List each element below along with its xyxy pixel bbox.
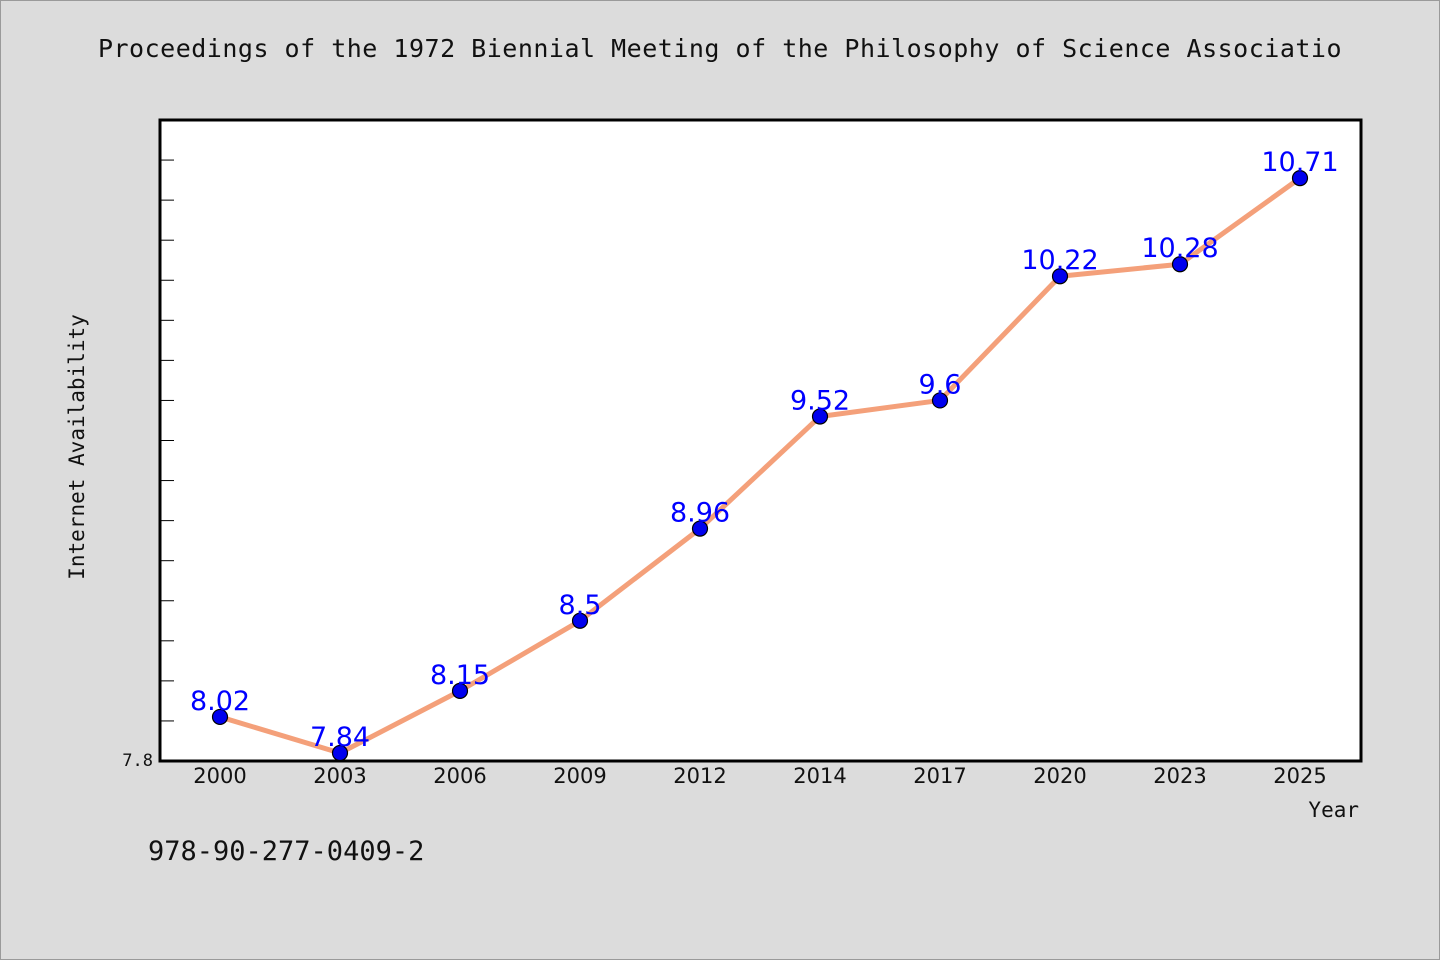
data-label: 10.28 <box>1141 233 1218 264</box>
x-tick-label: 2003 <box>313 764 366 788</box>
series-line <box>217 175 1303 756</box>
data-point-marker <box>571 612 589 629</box>
series-markers <box>211 169 1309 762</box>
x-tick-label: 2012 <box>673 764 726 788</box>
data-label: 9.52 <box>790 385 850 416</box>
chart-title: Proceedings of the 1972 Biennial Meeting… <box>97 34 1343 63</box>
x-tick-label: 2023 <box>1153 764 1206 788</box>
data-labels: 8.02 7.84 8.15 8.5 8.96 9.52 9.6 10.22 10.28 10.7… <box>190 147 1339 753</box>
data-label: 10.71 <box>1261 147 1338 178</box>
isbn-label: 978-90-277-0409-2 <box>148 836 425 867</box>
data-point-marker <box>331 744 349 762</box>
y-axis-ticks <box>160 159 174 762</box>
data-point-marker <box>1291 169 1309 187</box>
data-label: 8.5 <box>559 590 602 621</box>
plot-area <box>158 118 1363 763</box>
data-point-marker <box>931 392 949 409</box>
data-point-marker <box>1051 268 1069 285</box>
y-axis-title: Internet Availability <box>65 314 89 580</box>
data-point-marker <box>211 708 229 726</box>
x-tick-label: 2000 <box>193 764 246 788</box>
data-point-marker <box>1171 256 1189 273</box>
data-point-marker <box>451 682 469 699</box>
data-label: 9.6 <box>919 369 962 400</box>
x-tick-label: 2006 <box>433 764 486 788</box>
data-point-marker <box>811 408 829 425</box>
data-label: 7.84 <box>310 722 370 753</box>
data-label: 8.15 <box>430 660 490 691</box>
data-label: 8.02 <box>190 686 250 717</box>
x-tick-label: 2017 <box>913 764 966 788</box>
data-label: 10.22 <box>1021 245 1098 276</box>
data-label: 8.96 <box>670 498 730 529</box>
x-axis-tick-labels: 2000 2003 2006 2009 2012 2014 2017 2020 2023 2025 <box>193 764 1326 788</box>
y-axis-min-label: 7.8 <box>122 751 153 771</box>
x-tick-label: 2025 <box>1273 764 1326 788</box>
x-tick-label: 2020 <box>1033 764 1086 788</box>
x-tick-label: 2009 <box>553 764 606 788</box>
data-point-marker <box>691 520 709 537</box>
x-axis-title: Year <box>1308 798 1359 822</box>
x-tick-label: 2014 <box>793 764 846 788</box>
